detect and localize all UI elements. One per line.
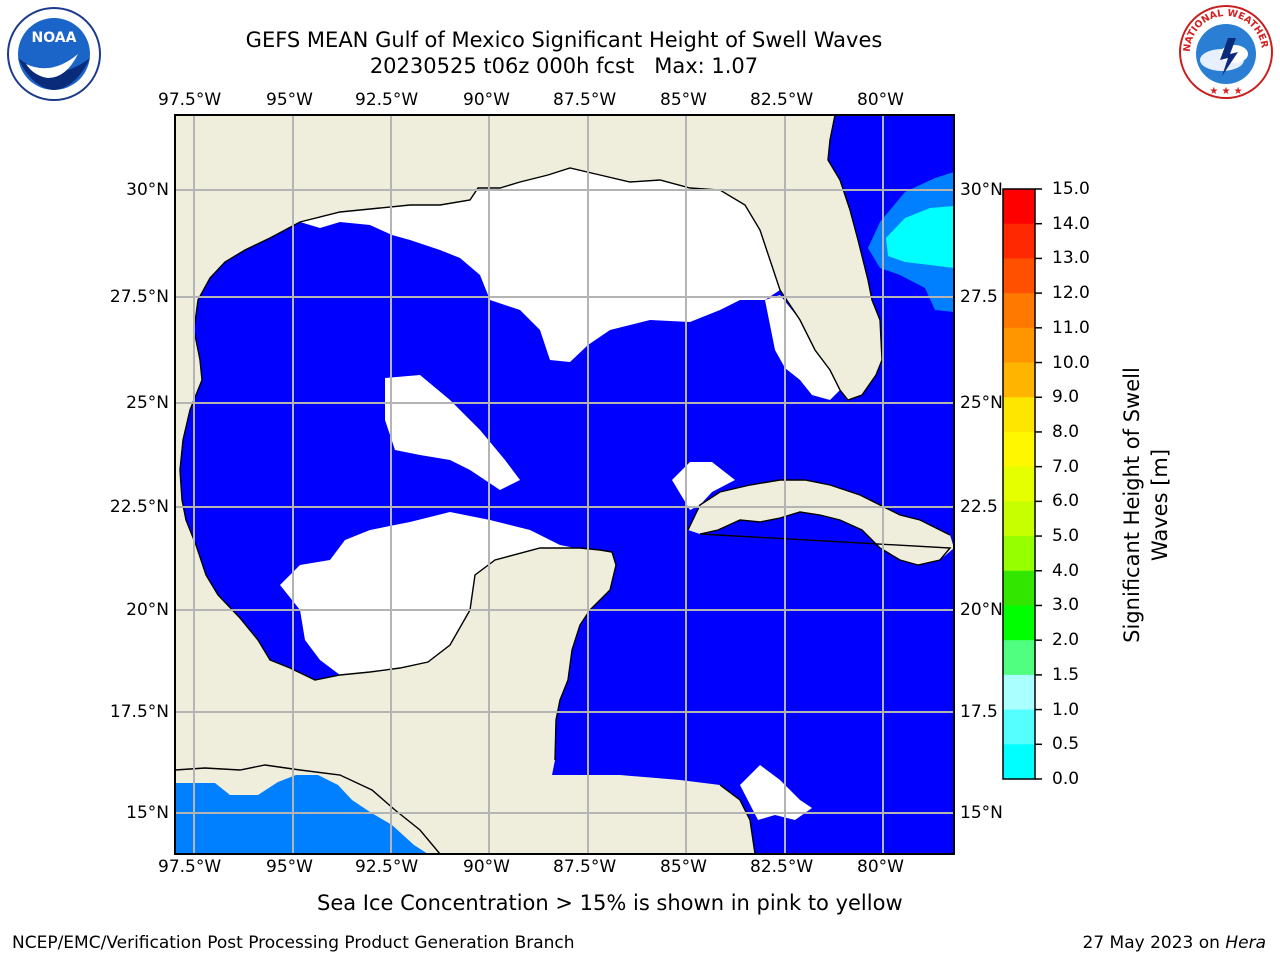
colorbar-tick-label: 12.0	[1052, 283, 1090, 304]
colorbar-segment	[1003, 258, 1035, 294]
lon-label-bottom: 87.5°W	[553, 857, 617, 877]
colorbar-tick-label: 4.0	[1052, 560, 1080, 581]
footer-host: Hera	[1225, 933, 1266, 953]
colorbar-tick-label: 0.0	[1052, 769, 1080, 789]
nws-logo: NATIONAL WEATHER SERVICE ★ ★ ★	[1176, 4, 1273, 99]
colorbar-tick-label: 14.0	[1052, 213, 1090, 234]
lat-label-left: 22.5°N	[109, 497, 169, 517]
svg-text:★ ★ ★: ★ ★ ★	[1209, 86, 1242, 97]
map-frame	[174, 114, 955, 855]
footer-date-text: 27 May 2023 on	[1082, 933, 1220, 953]
lon-label-bottom: 82.5°W	[750, 857, 814, 877]
footer-credit: NCEP/EMC/Verification Post Processing Pr…	[12, 933, 575, 953]
no-data-campeche	[280, 512, 575, 675]
lon-label-bottom: 95°W	[266, 857, 313, 877]
no-data-north-gulf	[300, 168, 780, 362]
colorbar-segment	[1003, 709, 1035, 745]
no-data-honduras-coast	[740, 765, 812, 820]
colorbar-segment	[1003, 536, 1035, 572]
sea-ice-caption: Sea Ice Concentration > 15% is shown in …	[317, 891, 903, 915]
colorbar-segment	[1003, 466, 1035, 502]
colorbar-label-line2: Waves [m]	[1148, 448, 1172, 562]
colorbar-tick-label: 9.0	[1052, 387, 1080, 408]
lat-label-right: 20°N	[960, 600, 1003, 620]
colorbar-segment	[1003, 640, 1035, 676]
colorbar-segment	[1003, 293, 1035, 329]
colorbar-tick-label: 11.0	[1052, 317, 1090, 338]
colorbar-segment	[1003, 674, 1035, 711]
colorbar-segment	[1003, 570, 1035, 606]
graticule	[175, 115, 954, 854]
lon-label-top: 90°W	[463, 90, 510, 110]
colorbar-tick-label: 1.5	[1052, 664, 1080, 685]
lat-label-right: 22.5	[960, 497, 998, 517]
colorbar-tick-label: 13.0	[1052, 248, 1090, 269]
colorbar-tick-label: 3.0	[1052, 595, 1080, 616]
lon-label-top: 92.5°W	[355, 90, 419, 110]
colorbar-tick-label: 15.0	[1052, 179, 1090, 199]
colorbar-segment	[1003, 605, 1035, 641]
no-data-east-gulf	[765, 295, 840, 400]
colorbar-label-line1: Significant Height of Swell	[1120, 367, 1144, 643]
colorbar-segment	[1003, 501, 1035, 537]
lon-label-bottom: 85°W	[660, 857, 707, 877]
lon-label-top: 80°W	[857, 90, 904, 110]
colorbar-tick-label: 5.0	[1052, 526, 1080, 547]
swell-zone-pacific	[175, 775, 428, 854]
noaa-logo: NOAA	[7, 7, 101, 101]
colorbar-segment	[1003, 397, 1035, 433]
lat-label-right: 30°N	[960, 180, 1003, 200]
colorbar-segment	[1003, 327, 1035, 364]
colorbar	[1002, 188, 1042, 780]
chart-title: GEFS MEAN Gulf of Mexico Significant Hei…	[245, 28, 883, 52]
svg-text:NOAA: NOAA	[32, 30, 77, 46]
colorbar-tick-label: 10.0	[1052, 352, 1090, 373]
lon-label-top: 95°W	[266, 90, 313, 110]
lat-label-right: 15°N	[960, 803, 1003, 823]
lat-label-left: 20°N	[126, 600, 169, 620]
chart-subtitle: 20230525 t06z 000h fcst Max: 1.07	[369, 54, 759, 78]
lon-label-bottom: 80°W	[857, 857, 904, 877]
coastlines	[175, 115, 952, 854]
swell-zone-atlantic-high	[886, 206, 954, 268]
colorbar-tick-label: 0.5	[1052, 734, 1080, 755]
colorbar-segment	[1003, 362, 1035, 398]
no-data-yucatan-channel	[672, 462, 735, 510]
lat-label-right: 25°N	[960, 393, 1003, 413]
land-cuba	[688, 480, 954, 565]
lat-label-right: 27.5	[960, 287, 998, 307]
colorbar-segment	[1003, 744, 1035, 780]
colorbar-label: Significant Height of Swell Waves [m]	[1118, 367, 1178, 643]
lat-label-left: 25°N	[126, 393, 169, 413]
colorbar-tick-label: 6.0	[1052, 491, 1080, 512]
colorbar-tick-label: 1.0	[1052, 699, 1080, 720]
colorbar-segment	[1003, 431, 1035, 468]
colorbar-tick-label: 8.0	[1052, 421, 1080, 442]
lat-label-right: 17.5	[960, 702, 998, 722]
lon-label-top: 97.5°W	[158, 90, 222, 110]
lon-label-bottom: 90°W	[463, 857, 510, 877]
lon-label-bottom: 97.5°W	[158, 857, 222, 877]
lat-label-left: 15°N	[126, 803, 169, 823]
lat-label-left: 17.5°N	[109, 702, 169, 722]
lon-label-top: 87.5°W	[553, 90, 617, 110]
lon-label-bottom: 92.5°W	[355, 857, 419, 877]
lon-label-top: 85°W	[660, 90, 707, 110]
colorbar-segment	[1003, 223, 1035, 259]
lon-label-top: 82.5°W	[750, 90, 814, 110]
colorbar-tick-label: 7.0	[1052, 456, 1080, 477]
footer-date: 27 May 2023 on Hera	[1083, 933, 1267, 953]
lat-label-left: 30°N	[126, 180, 169, 200]
lat-label-left: 27.5°N	[109, 287, 169, 307]
colorbar-segment	[1003, 189, 1035, 225]
colorbar-tick-label: 2.0	[1052, 630, 1080, 651]
